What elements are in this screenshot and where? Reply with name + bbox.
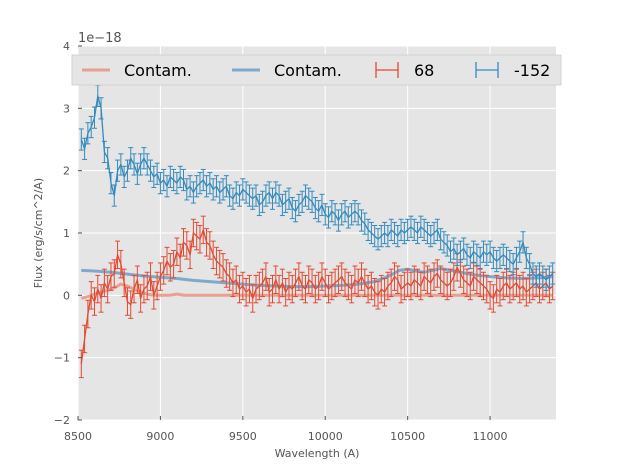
legend-item: -152 (475, 61, 550, 80)
legend-item: Contam. (232, 61, 342, 80)
y-tick-label: −2 (54, 414, 70, 427)
y-axis-label: Flux (erg/s/cm^2/A) (32, 178, 45, 288)
legend: Contam. Contam. 68 -152 (71, 54, 562, 86)
series-3 (78, 215, 556, 379)
x-tick-label: 9000 (146, 430, 174, 443)
series-2 (81, 267, 553, 289)
x-tick-label: 10000 (308, 430, 343, 443)
contamination-line (81, 267, 553, 289)
y-tick-label: 3 (63, 102, 70, 115)
y-tick-label: 2 (63, 165, 70, 178)
plot-series (78, 84, 556, 379)
y-tick-label: 0 (63, 289, 70, 302)
legend-item: Contam. (82, 61, 192, 80)
legend-item: 68 (375, 61, 434, 80)
x-tick-label: 8500 (64, 430, 92, 443)
legend-label: 68 (414, 61, 434, 80)
legend-label: Contam. (124, 61, 192, 80)
spectrum-line (80, 229, 554, 364)
legend-label: Contam. (274, 61, 342, 80)
spectrum-line (80, 95, 554, 281)
x-tick-label: 10500 (390, 430, 425, 443)
x-tick-label: 11000 (473, 430, 508, 443)
axes: 8500 9000 9500 10000 10500 11000 −2 −1 0 1 2 3 4 (54, 40, 508, 443)
y-tick-label: 1 (63, 227, 70, 240)
y-offset-label: 1e−18 (78, 31, 122, 46)
x-axis-label: Wavelength (A) (275, 447, 360, 460)
series-4 (78, 84, 556, 291)
y-tick-label: −1 (54, 352, 70, 365)
x-tick-label: 9500 (229, 430, 257, 443)
y-tick-label: 4 (63, 40, 70, 53)
legend-label: -152 (514, 61, 550, 80)
grid (77, 45, 556, 421)
